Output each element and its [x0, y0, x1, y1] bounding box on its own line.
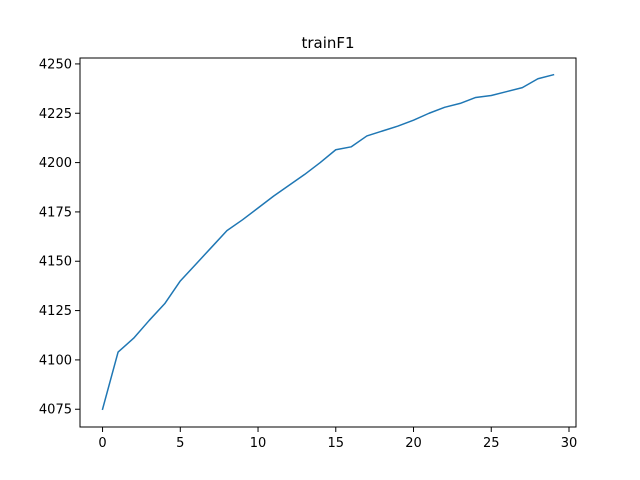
y-tick-label: 4125: [39, 304, 72, 319]
y-tick-label: 4075: [39, 403, 72, 418]
y-tick-label: 4250: [39, 57, 72, 72]
x-tick-label: 5: [176, 436, 184, 451]
x-tick-label: 30: [561, 436, 578, 451]
y-tick-label: 4150: [39, 255, 72, 270]
y-axis: 4075 4100 4125 4150 4175 4200 4225 4250: [39, 57, 80, 418]
x-tick-label: 10: [250, 436, 267, 451]
y-tick-label: 4200: [39, 156, 72, 171]
y-tick-label: 4175: [39, 205, 72, 220]
x-tick-label: 15: [328, 436, 345, 451]
x-tick-label: 0: [98, 436, 106, 451]
y-tick-label: 4100: [39, 353, 72, 368]
x-axis: 0 5 10 15 20 25 30: [98, 427, 577, 451]
x-tick-label: 20: [405, 436, 422, 451]
chart-title: trainF1: [301, 34, 354, 52]
series-line: [101, 73, 555, 411]
plot-frame: [79, 57, 577, 428]
y-tick-label: 4225: [39, 107, 72, 122]
x-tick-label: 25: [483, 436, 500, 451]
